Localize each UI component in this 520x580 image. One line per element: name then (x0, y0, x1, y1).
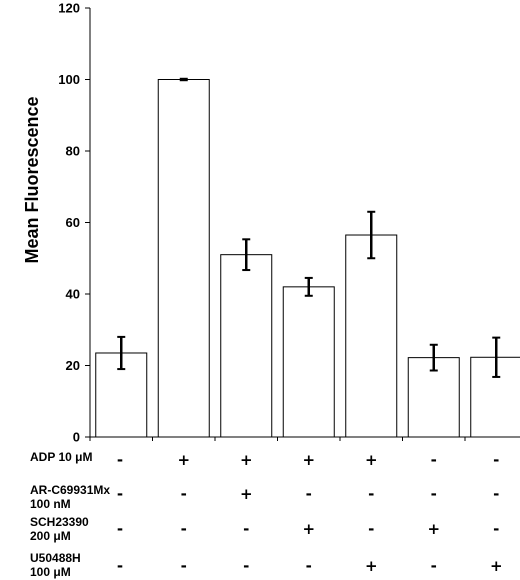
condition-sign: - (368, 485, 374, 503)
y-tick-label: 60 (66, 215, 80, 230)
y-axis-label: Mean Fluorescence (22, 96, 42, 263)
condition-sign: - (306, 557, 312, 575)
condition-label: AR-C69931Mx (30, 483, 110, 497)
condition-sign: - (431, 557, 437, 575)
bar (220, 254, 273, 438)
bar (345, 234, 398, 438)
y-tick-label: 80 (66, 144, 80, 159)
error-bars-group (117, 77, 501, 378)
condition-sign: + (302, 451, 315, 469)
condition-sign: - (431, 451, 437, 469)
condition-sign: - (306, 485, 312, 503)
y-tick-label: 0 (73, 430, 80, 445)
condition-label: U50488H (30, 551, 81, 565)
condition-sign: - (181, 557, 187, 575)
condition-sign: - (243, 557, 249, 575)
condition-sign: - (368, 520, 374, 538)
bar (157, 79, 210, 438)
bars-group (95, 79, 520, 438)
condition-sign: + (427, 520, 440, 538)
condition-sign: - (117, 451, 123, 469)
condition-sign: + (240, 451, 253, 469)
condition-sign: + (365, 451, 378, 469)
condition-label: ADP 10 μM (30, 450, 92, 464)
condition-sign: - (243, 520, 249, 538)
y-tick-label: 20 (66, 358, 80, 373)
condition-sign: - (117, 557, 123, 575)
condition-label: 100 nM (30, 497, 71, 511)
y-tick-label: 100 (58, 72, 80, 87)
condition-sign: + (240, 485, 253, 503)
condition-sign: + (302, 520, 315, 538)
condition-sign: + (177, 451, 190, 469)
y-tick-label: 40 (66, 287, 80, 302)
bar (282, 286, 335, 438)
condition-label: 200 μM (30, 529, 71, 543)
y-ticks-group: 0 20 40 60 80 100 120 (58, 1, 90, 445)
condition-sign: - (431, 485, 437, 503)
condition-sign: - (493, 485, 499, 503)
condition-label: 100 μM (30, 565, 71, 579)
condition-sign: - (181, 520, 187, 538)
condition-sign: - (117, 485, 123, 503)
condition-sign: + (490, 557, 503, 575)
condition-sign: - (493, 520, 499, 538)
condition-sign: + (365, 557, 378, 575)
condition-sign: - (117, 520, 123, 538)
condition-label: SCH23390 (30, 515, 89, 529)
condition-sign: - (181, 485, 187, 503)
condition-sign: - (493, 451, 499, 469)
y-tick-label: 120 (58, 1, 80, 16)
x-ticks-group (89, 437, 466, 441)
